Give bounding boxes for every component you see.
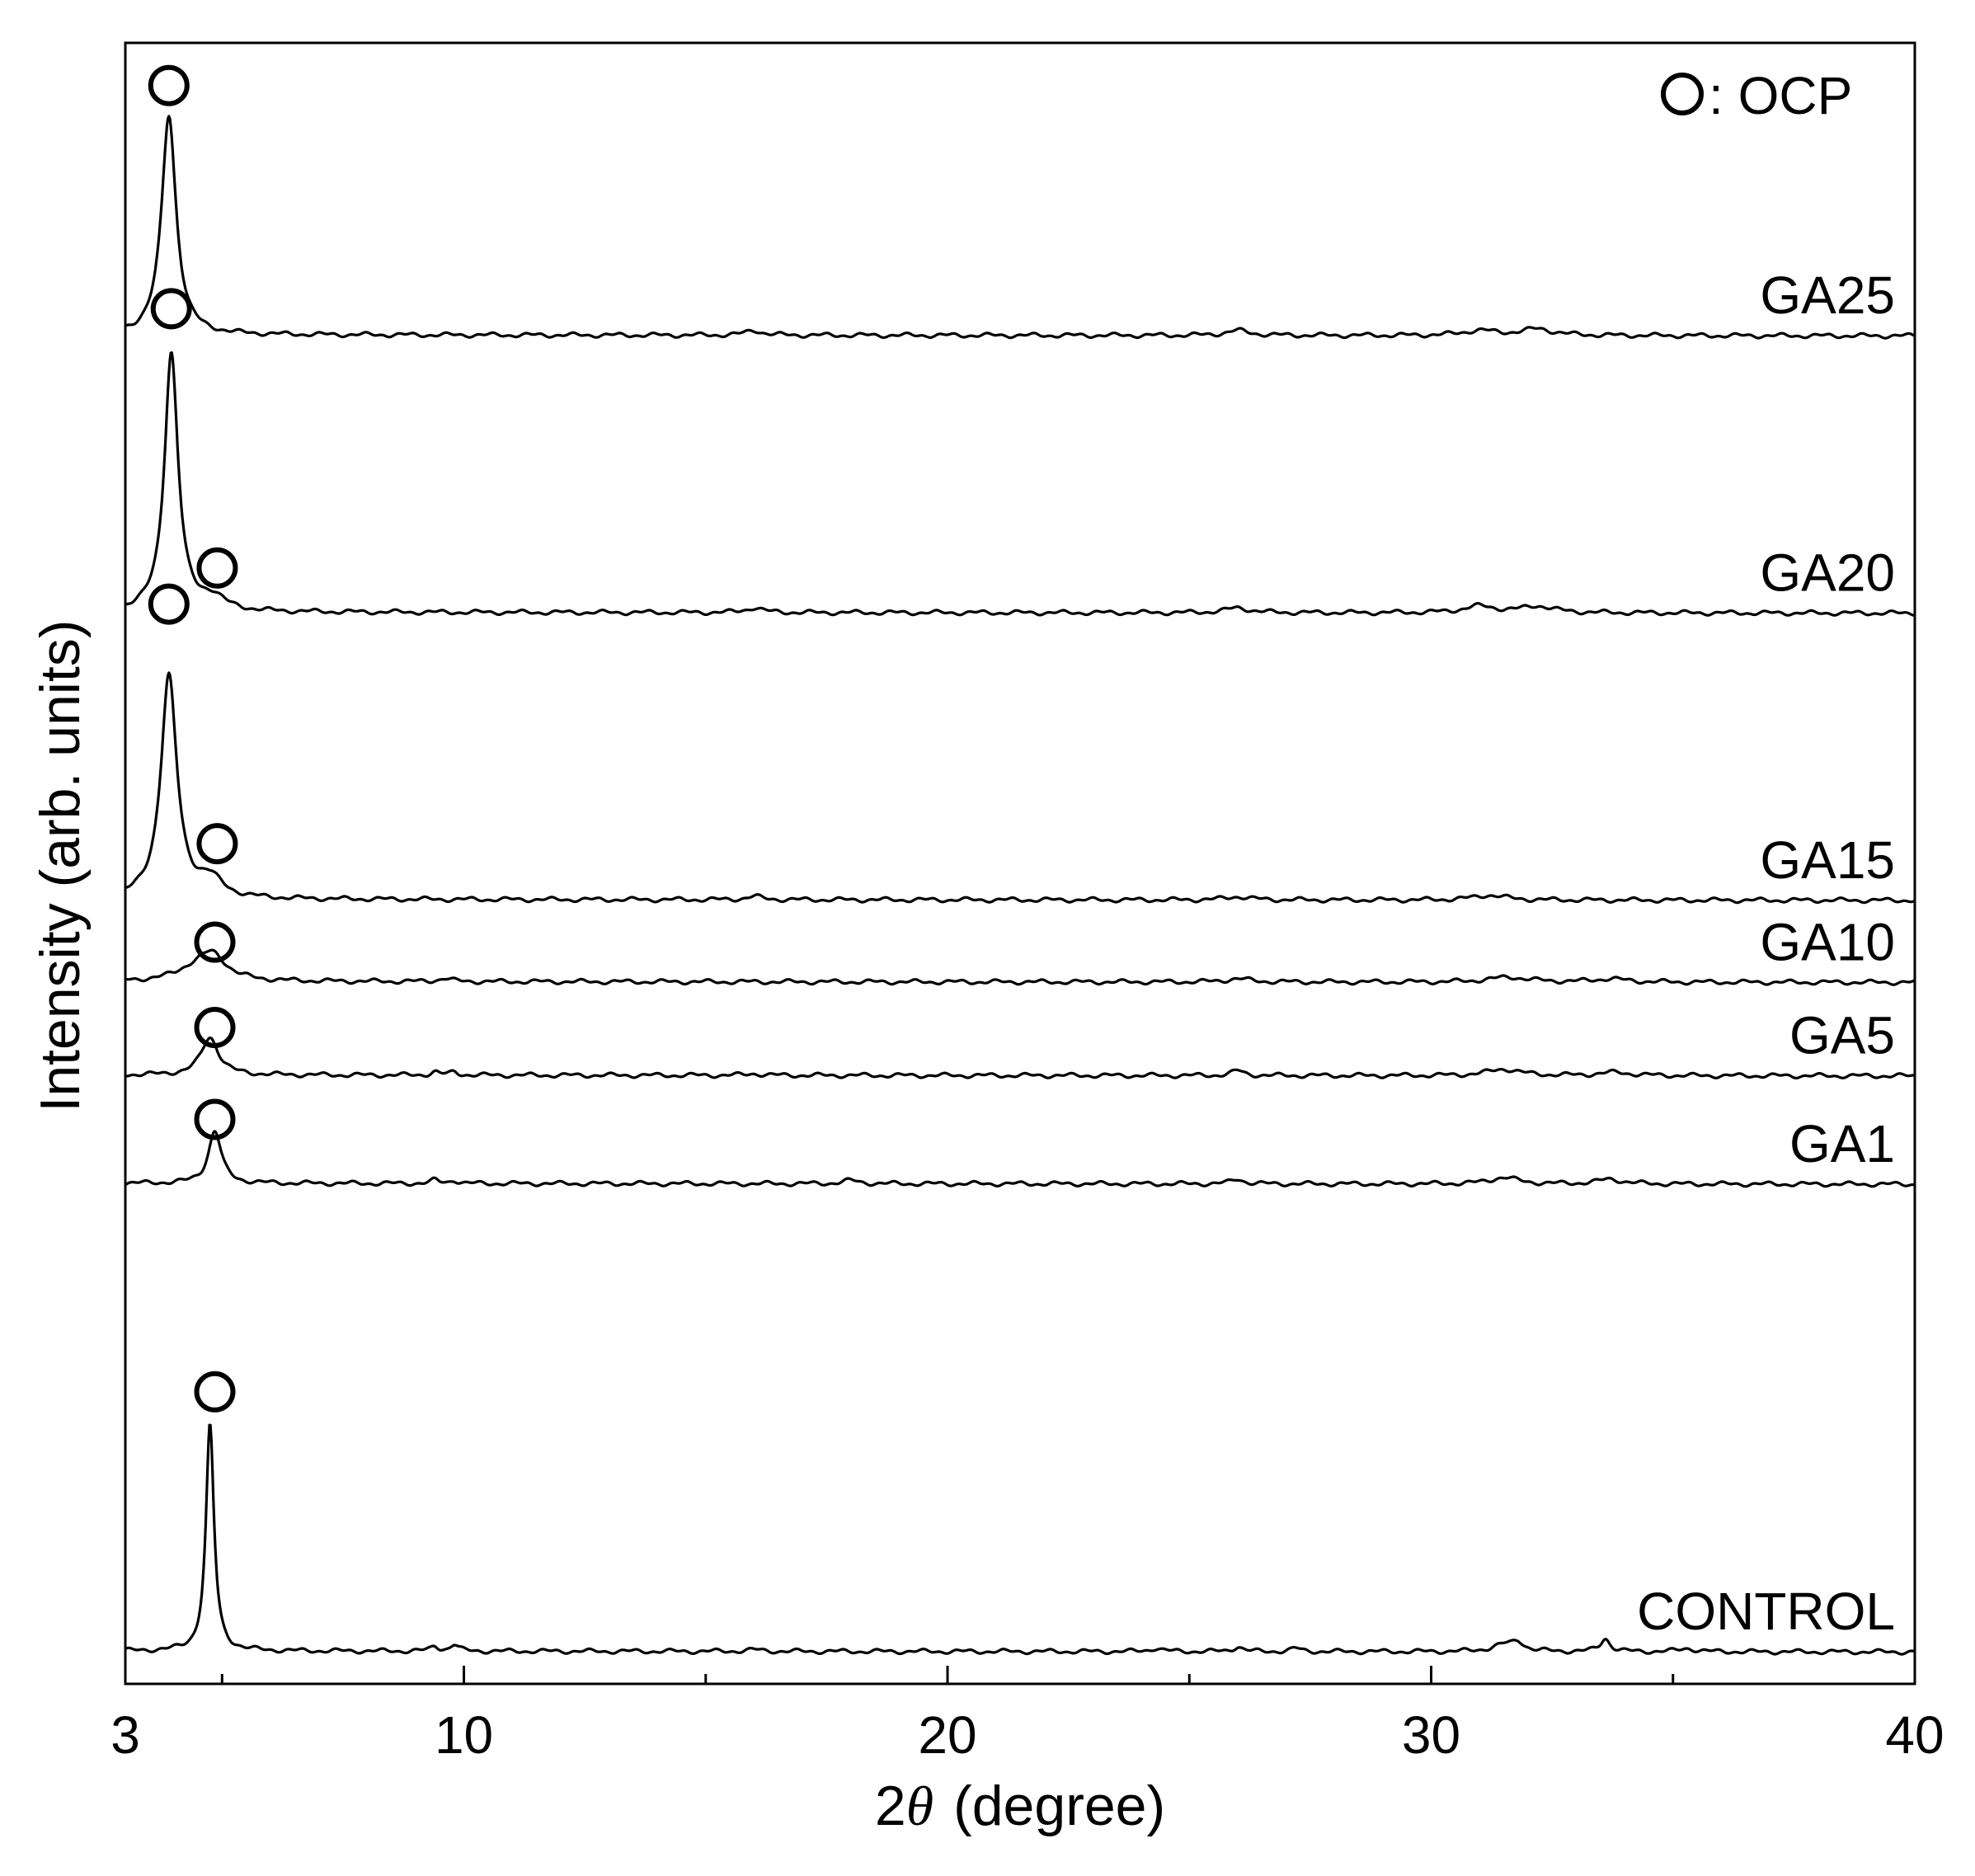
ocp-markers <box>148 64 238 1413</box>
series-label-ga5: GA5 <box>1789 1006 1895 1065</box>
series-label-ga25: GA25 <box>1760 266 1895 325</box>
x-tick-label: 3 <box>111 1705 140 1765</box>
series-label-ga1: GA1 <box>1789 1114 1895 1173</box>
series-labels: GA25 GA20 GA15 GA10 GA5 GA1 CONTROL <box>1637 266 1895 1641</box>
ocp-marker-circle <box>150 288 192 330</box>
legend-marker-circle <box>1661 73 1704 115</box>
series-label-control: CONTROL <box>1637 1582 1895 1641</box>
series-label-ga15: GA15 <box>1760 830 1895 890</box>
series-label-ga10: GA10 <box>1760 912 1895 971</box>
x-axis-tick-labels: 3 10 20 30 40 <box>111 1705 1944 1765</box>
ocp-marker-circle <box>194 1007 236 1048</box>
x-tick-label: 10 <box>435 1705 493 1765</box>
ocp-marker-circle <box>148 583 190 625</box>
series-line-control <box>125 1423 1916 1656</box>
x-tick-label: 20 <box>918 1705 976 1765</box>
series-line-ga10 <box>125 948 1916 986</box>
x-axis-title-symbol: θ <box>906 1775 933 1837</box>
ocp-marker-circle <box>196 823 238 865</box>
series-line-ga20 <box>125 351 1916 618</box>
ocp-marker-circle <box>194 921 236 963</box>
ocp-marker-circle <box>148 64 190 106</box>
series-line-ga25 <box>125 115 1916 340</box>
legend: : OCP <box>1661 66 1852 125</box>
x-axis-ticks <box>124 1666 1916 1684</box>
x-tick-label: 30 <box>1402 1705 1460 1765</box>
ocp-marker-circle <box>196 547 238 589</box>
series-line-ga5 <box>125 1036 1916 1080</box>
series-line-ga1 <box>125 1130 1916 1188</box>
y-axis-title: Intensity (arb. units) <box>29 619 92 1112</box>
x-axis-title-prefix: 2 <box>875 1775 906 1837</box>
series-lines <box>125 115 1916 1656</box>
ocp-marker-circle <box>194 1098 236 1140</box>
x-tick-label: 40 <box>1885 1705 1944 1765</box>
series-label-ga20: GA20 <box>1760 543 1895 603</box>
series-line-ga15 <box>125 671 1916 905</box>
ocp-marker-circle <box>194 1371 236 1413</box>
plot-frame <box>124 41 1916 1686</box>
x-axis-title: 2θ (degree) <box>875 1775 1165 1837</box>
x-axis-title-suffix: (degree) <box>953 1775 1165 1837</box>
legend-text: : OCP <box>1709 66 1852 125</box>
